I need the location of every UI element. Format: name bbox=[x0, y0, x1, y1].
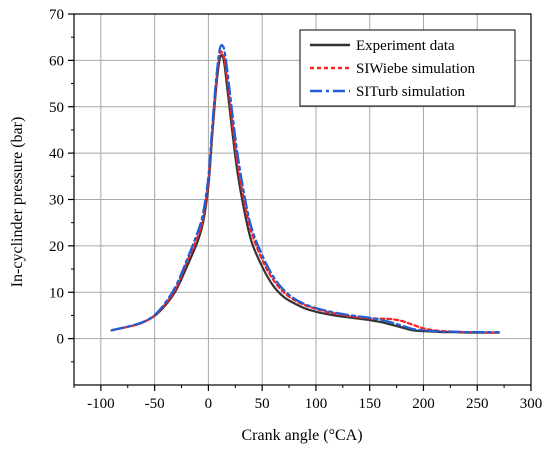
series-line-1 bbox=[110, 50, 500, 334]
x-tick-label: -100 bbox=[87, 396, 115, 412]
x-tick-label: 150 bbox=[358, 396, 381, 412]
x-axis-title: Crank angle (°CA) bbox=[241, 427, 362, 444]
y-tick-label: 40 bbox=[49, 146, 64, 162]
x-tick-label: 100 bbox=[305, 396, 328, 412]
legend-label-siwiebe: SIWiebe simulation bbox=[356, 61, 475, 77]
y-tick-label: 50 bbox=[49, 100, 64, 116]
y-tick-label: 20 bbox=[49, 239, 64, 255]
y-tick-label: 0 bbox=[57, 332, 65, 348]
x-tick-label: 50 bbox=[255, 396, 270, 412]
x-tick-label: -50 bbox=[145, 396, 165, 412]
y-axis-title: In-cyclinder pressure (bar) bbox=[9, 117, 26, 288]
x-tick-label: 250 bbox=[466, 396, 489, 412]
y-tick-label: 10 bbox=[49, 285, 64, 301]
legend-label-siturb: SITurb simulation bbox=[356, 84, 466, 100]
series-line-2 bbox=[110, 44, 500, 334]
data-series bbox=[110, 44, 500, 334]
x-tick-label: 200 bbox=[412, 396, 435, 412]
x-tick-label: 300 bbox=[520, 396, 543, 412]
y-tick-label: 70 bbox=[49, 7, 64, 23]
legend-label-experiment: Experiment data bbox=[356, 38, 455, 54]
y-tick-label: 60 bbox=[49, 53, 64, 69]
y-tick-label: 30 bbox=[49, 193, 64, 209]
axis-ticks: -100 -50 0 50 100 150 200 250 300 0 10 20 30 40 50 60 70 bbox=[49, 7, 542, 412]
legend: Experiment data SIWiebe simulation SITur… bbox=[299, 29, 516, 107]
x-tick-label: 0 bbox=[205, 396, 213, 412]
legend-box bbox=[299, 29, 516, 107]
